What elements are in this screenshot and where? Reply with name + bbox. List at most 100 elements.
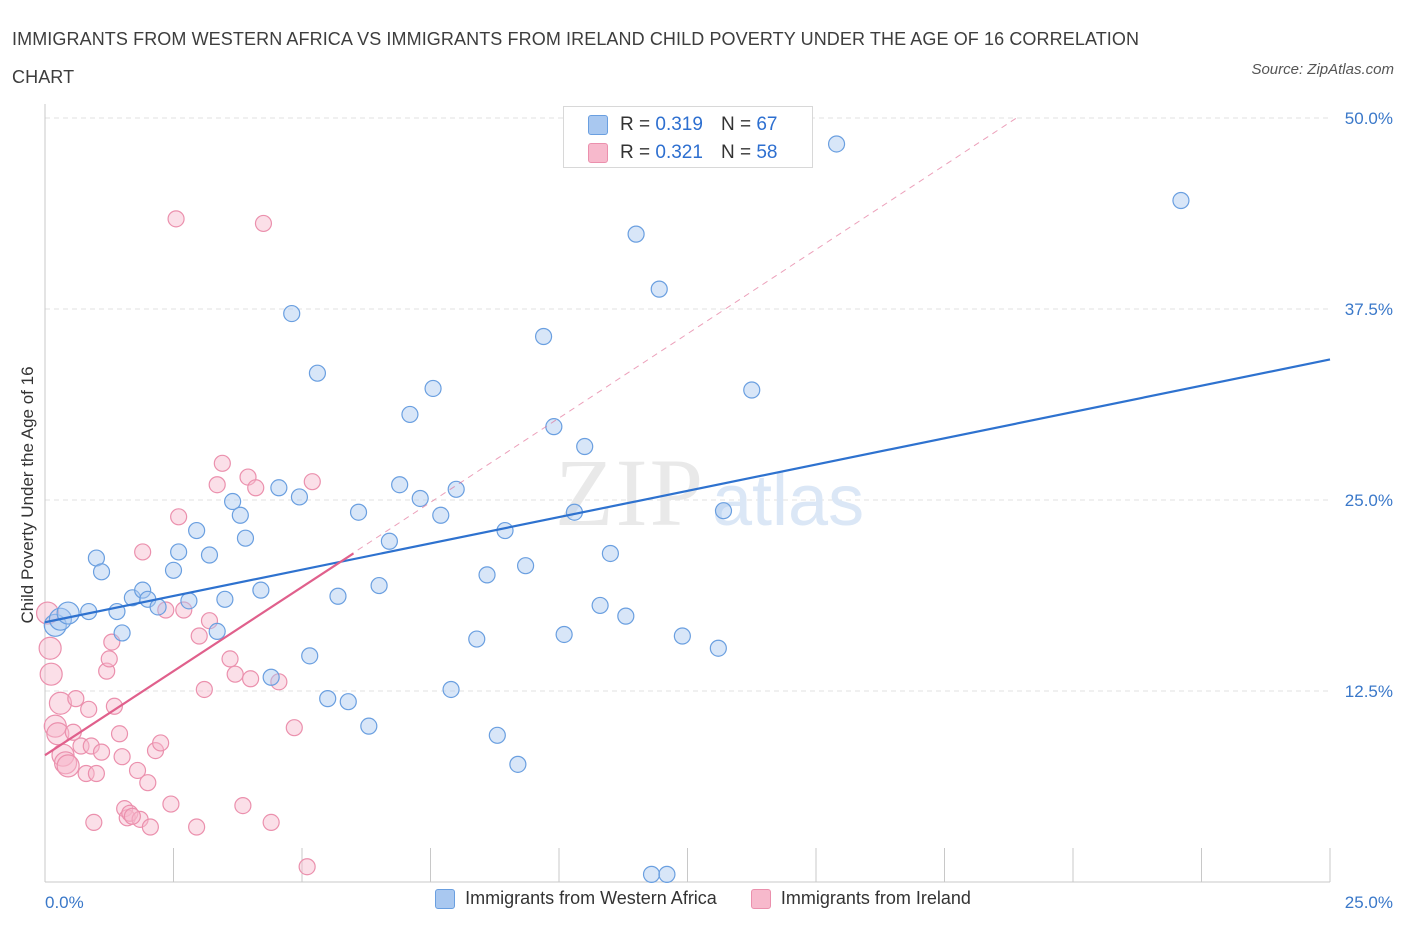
r-label: R = xyxy=(620,114,651,135)
ireland-point xyxy=(162,795,180,813)
western-africa-point xyxy=(231,506,249,524)
n-value: 67 xyxy=(756,114,778,135)
western-africa-point xyxy=(468,630,486,648)
n-label: N = xyxy=(720,142,752,163)
ireland-trend-extension xyxy=(44,117,1017,756)
ireland-point xyxy=(123,807,141,825)
western-africa-point xyxy=(534,327,553,346)
western-africa-point xyxy=(401,405,419,424)
western-africa-point xyxy=(709,639,727,657)
correlation-legend: R = 0.319 N = 67 R = 0.321 N = 58 xyxy=(563,106,813,168)
western-africa-point xyxy=(380,532,398,550)
western-africa-point xyxy=(576,437,594,456)
ireland-point xyxy=(134,543,152,561)
watermark-atlas: atlas xyxy=(712,461,864,541)
western-africa-point xyxy=(516,557,535,575)
ireland-point xyxy=(213,454,231,472)
ireland-point xyxy=(254,214,273,233)
western-africa-point xyxy=(1172,191,1190,210)
western-africa-point xyxy=(290,488,309,506)
western-africa-point xyxy=(509,755,527,773)
western-africa-point xyxy=(627,225,645,243)
western-africa-point xyxy=(360,717,378,735)
legend-label: Immigrants from Western Africa xyxy=(465,888,717,908)
western-africa-point xyxy=(442,680,460,699)
western-africa-point xyxy=(349,503,368,521)
legend-swatch-blue xyxy=(588,115,608,135)
legend-swatch-blue xyxy=(435,888,456,909)
ireland-points xyxy=(35,210,321,876)
legend-item-western-africa: Immigrants from Western Africa xyxy=(435,888,717,909)
ireland-point xyxy=(53,751,78,775)
r-label: R = xyxy=(620,142,651,163)
western-africa-point xyxy=(92,563,111,581)
western-africa-point xyxy=(478,566,496,584)
ireland-point xyxy=(242,670,260,688)
ireland-point xyxy=(113,748,131,766)
ireland-point xyxy=(152,734,170,752)
axes xyxy=(44,104,1331,883)
ireland-point xyxy=(221,650,239,668)
western-africa-point xyxy=(216,590,234,608)
western-africa-point xyxy=(827,135,846,153)
legend-row-ireland: R = 0.321 N = 58 xyxy=(588,140,777,166)
legend-item-ireland: Immigrants from Ireland xyxy=(750,888,971,909)
ireland-point xyxy=(105,697,123,715)
ireland-point xyxy=(80,700,98,718)
ireland-point xyxy=(208,476,226,494)
ireland-point xyxy=(67,690,85,708)
grid-lines xyxy=(45,117,1330,692)
ireland-point xyxy=(128,761,147,780)
ireland-point xyxy=(139,774,157,792)
western-africa-trend-line xyxy=(44,358,1331,624)
ireland-point xyxy=(141,818,159,836)
western-africa-point xyxy=(301,647,319,665)
western-africa-point xyxy=(447,480,465,498)
western-africa-point xyxy=(200,546,219,564)
ireland-point xyxy=(82,737,100,755)
ireland-point xyxy=(100,650,118,668)
y-tick-label: 37.5% xyxy=(1345,300,1393,319)
western-africa-point xyxy=(56,601,80,625)
ireland-trend-line xyxy=(44,552,355,757)
series-legend: Immigrants from Western Africa Immigrant… xyxy=(0,888,1406,909)
chart-title: IMMIGRANTS FROM WESTERN AFRICA VS IMMIGR… xyxy=(12,29,1140,87)
ireland-point xyxy=(262,813,280,832)
western-africa-point xyxy=(642,865,661,883)
source-label: Source: ZipAtlas.com xyxy=(1251,61,1394,78)
western-africa-point xyxy=(411,489,429,508)
ireland-point xyxy=(110,725,129,743)
western-africa-points xyxy=(43,135,1190,883)
ireland-point xyxy=(38,636,62,660)
western-africa-point xyxy=(555,625,573,644)
western-africa-point xyxy=(714,502,733,520)
ireland-point xyxy=(121,804,139,822)
western-africa-point xyxy=(270,479,288,497)
western-africa-point xyxy=(673,627,691,645)
western-africa-point xyxy=(113,624,131,642)
western-africa-point xyxy=(170,543,188,561)
western-africa-point xyxy=(743,381,761,399)
ireland-point xyxy=(39,662,63,686)
ireland-point xyxy=(170,508,188,526)
r-value: 0.319 xyxy=(655,114,703,135)
western-africa-point xyxy=(496,521,514,540)
western-africa-point xyxy=(424,379,442,398)
x-tick-label-max: 25.0% xyxy=(1345,893,1393,912)
western-africa-point xyxy=(180,592,198,610)
ireland-point xyxy=(167,210,185,228)
tick-labels: 12.5% 25.0% 37.5% 50.0% 0.0% 25.0% xyxy=(45,109,1393,912)
ireland-point xyxy=(87,764,106,783)
legend-swatch-pink xyxy=(588,143,608,163)
western-africa-point xyxy=(164,561,183,579)
western-africa-point xyxy=(658,865,676,883)
legend-swatch-pink xyxy=(750,888,771,909)
ireland-point xyxy=(298,858,316,876)
western-africa-point xyxy=(262,668,280,686)
ireland-point xyxy=(190,627,208,645)
western-africa-point xyxy=(134,581,152,599)
western-africa-point xyxy=(283,304,301,323)
x-tick-label-min: 0.0% xyxy=(45,893,84,912)
western-africa-point xyxy=(339,693,357,711)
